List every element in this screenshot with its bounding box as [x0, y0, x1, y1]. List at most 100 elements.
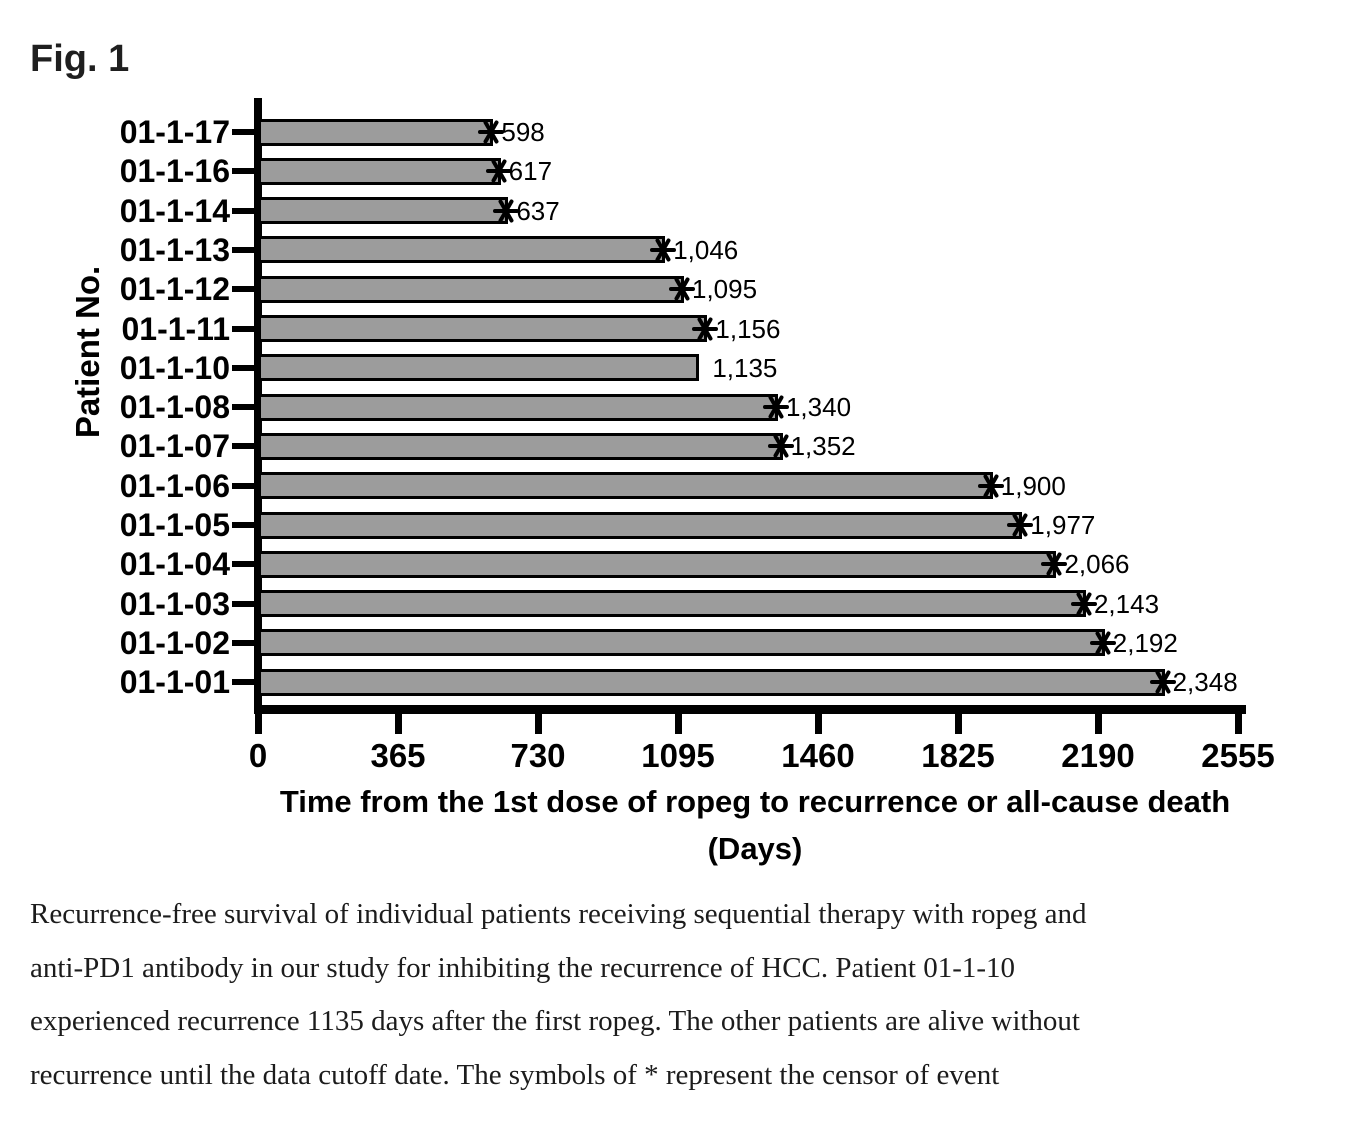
patient-label: 01-1-02 — [119, 624, 230, 661]
survival-bar — [258, 275, 684, 303]
y-axis-tick — [232, 600, 258, 607]
patient-label: 01-1-04 — [119, 546, 230, 583]
censor-asterisk-icon — [1089, 630, 1116, 661]
bar-value-label: 1,977 — [1030, 510, 1096, 540]
y-axis-tick — [232, 443, 258, 450]
censor-asterisk-icon — [493, 198, 520, 229]
y-axis-tick — [232, 482, 258, 489]
censor-asterisk-icon — [478, 119, 505, 150]
bar-value-label: 1,156 — [715, 313, 781, 344]
bar-value-label: 637 — [516, 195, 560, 226]
bar-value-label: 617 — [508, 156, 553, 187]
censor-asterisk-icon — [669, 276, 695, 307]
x-axis-tick-label: 0 — [248, 737, 268, 774]
x-axis-tick — [674, 713, 682, 734]
patient-label: 01-1-14 — [119, 192, 230, 229]
survival-bar — [258, 590, 1086, 618]
censor-asterisk-icon — [1007, 512, 1034, 543]
survival-bar — [258, 432, 783, 460]
y-axis-tick — [232, 561, 258, 568]
survival-bar — [258, 511, 1023, 539]
x-axis-tick — [1234, 713, 1242, 734]
y-axis-tick — [232, 639, 258, 646]
x-axis-line — [254, 705, 1246, 714]
x-axis-tick — [1094, 713, 1102, 734]
censor-asterisk-icon — [1149, 669, 1176, 700]
bar-value-label: 2,143 — [1093, 588, 1160, 619]
bar-value-label: 1,900 — [1000, 470, 1066, 501]
x-axis-title-unit: (Days) — [707, 831, 803, 866]
patient-label: 01-1-05 — [119, 507, 230, 543]
x-axis-tick — [814, 713, 822, 734]
patient-label: 01-1-12 — [119, 271, 230, 308]
survival-bar — [258, 472, 993, 500]
bar-value-label: 1,340 — [785, 392, 852, 423]
y-axis-tick — [232, 207, 258, 214]
patient-label: 01-1-16 — [119, 153, 230, 190]
figure-caption: Recurrence-free survival of individual p… — [30, 888, 1350, 1102]
bar-value-label: 1,352 — [790, 431, 856, 462]
caption-line: Recurrence-free survival of individual p… — [30, 898, 1087, 930]
patient-label: 01-1-06 — [119, 467, 230, 504]
patient-label: 01-1-01 — [119, 664, 230, 701]
censor-asterisk-icon — [650, 237, 677, 268]
x-axis-tick-label: 2190 — [1061, 737, 1135, 774]
censor-asterisk-icon — [692, 316, 719, 347]
survival-bar — [258, 354, 700, 382]
x-axis-tick — [254, 713, 262, 734]
x-axis-tick-label: 365 — [370, 737, 426, 774]
y-axis-tick — [232, 522, 258, 528]
bar-value-label: 1,095 — [692, 274, 758, 305]
censor-asterisk-icon — [485, 158, 512, 189]
y-axis-tick — [232, 286, 258, 293]
y-axis-tick — [232, 364, 258, 371]
censor-asterisk-icon — [1041, 551, 1068, 582]
bar-value-label: 1,135 — [712, 352, 778, 383]
x-axis-tick-label: 1460 — [781, 737, 855, 774]
x-axis-title: Time from the 1st dose of ropeg to recur… — [279, 784, 1231, 819]
patient-label: 01-1-07 — [119, 428, 230, 465]
survival-bar — [258, 236, 666, 264]
caption-line: anti-PD1 antibody in our study for inhib… — [30, 951, 1016, 984]
caption-line: recurrence until the data cutoff date. T… — [30, 1058, 1000, 1091]
patient-label: 01-1-10 — [119, 349, 230, 386]
bar-value-label: 2,348 — [1172, 667, 1238, 698]
censor-asterisk-icon — [767, 433, 794, 464]
survival-bar — [258, 668, 1165, 696]
x-axis-tick-label: 1825 — [921, 737, 995, 774]
survival-bar — [258, 550, 1057, 578]
x-axis-tick-label: 730 — [510, 737, 566, 774]
y-axis-tick — [232, 246, 258, 253]
x-axis-tick — [954, 713, 962, 734]
patient-label: 01-1-17 — [119, 114, 230, 150]
patient-label: 01-1-13 — [119, 231, 230, 268]
y-axis-tick — [232, 679, 258, 686]
bar-value-label: 598 — [501, 117, 545, 147]
y-axis-tick — [232, 325, 258, 332]
survival-bar — [258, 157, 501, 185]
patient-label: 01-1-11 — [121, 310, 230, 347]
censor-asterisk-icon — [762, 394, 789, 425]
patient-label: 01-1-08 — [119, 389, 230, 426]
survival-bar — [258, 118, 494, 146]
bar-value-label: 2,192 — [1112, 627, 1178, 658]
survival-bar — [258, 393, 778, 421]
censor-asterisk-icon — [1070, 591, 1097, 622]
bar-value-label: 1,046 — [673, 234, 739, 265]
caption-line: experienced recurrence 1135 days after t… — [30, 1005, 1080, 1037]
x-axis-tick-label: 1095 — [641, 737, 715, 774]
patient-label: 01-1-03 — [119, 585, 230, 622]
x-axis-tick — [394, 713, 402, 734]
survival-bar — [258, 197, 509, 225]
y-axis-tick — [232, 129, 258, 135]
survival-bar — [258, 315, 708, 342]
y-axis-tick — [232, 168, 258, 175]
survival-bar-chart: Patient No. Time from the 1st dose of ro… — [69, 98, 1275, 866]
censor-asterisk-icon — [977, 473, 1004, 504]
x-axis-tick-label: 2555 — [1201, 737, 1275, 774]
survival-bar — [258, 629, 1105, 657]
y-axis-tick — [232, 404, 258, 411]
figure-label: Fig. 1 — [30, 38, 130, 80]
x-axis-tick — [534, 713, 542, 734]
